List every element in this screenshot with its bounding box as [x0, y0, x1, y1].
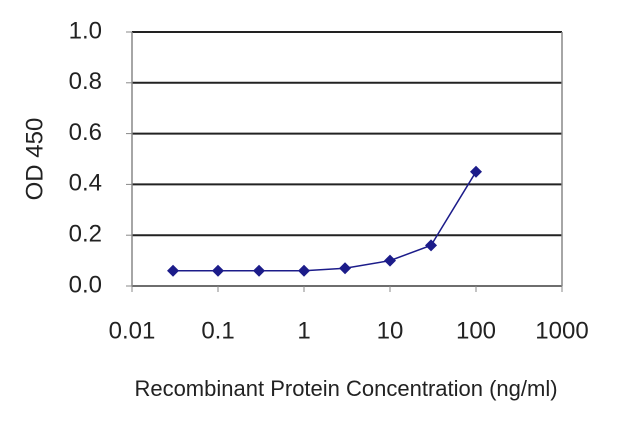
y-axis-label: OD 450	[21, 118, 48, 201]
y-tick-label: 0.0	[69, 271, 102, 298]
y-tick-label: 0.6	[69, 119, 102, 146]
x-tick-label: 0.1	[201, 317, 234, 344]
data-point	[470, 165, 482, 178]
data-point	[167, 264, 180, 277]
y-tick-label: 0.4	[69, 170, 102, 197]
y-tick-label: 0.2	[69, 221, 102, 248]
x-tick-label: 0.01	[109, 317, 156, 344]
data-point	[339, 262, 352, 275]
data-point	[212, 264, 224, 277]
data-point	[384, 254, 396, 267]
x-tick-label: 100	[456, 317, 496, 344]
x-axis-label: Recombinant Protein Concentration (ng/ml…	[134, 376, 557, 401]
data-point	[253, 264, 266, 277]
data-point	[425, 239, 438, 252]
x-tick-label: 1000	[535, 317, 588, 344]
x-tick-label: 10	[377, 317, 404, 344]
data-line	[173, 171, 477, 272]
y-tick-label: 0.8	[69, 68, 102, 95]
data-point	[298, 264, 310, 277]
y-tick-label: 1.0	[69, 17, 102, 44]
x-tick-label: 1	[297, 317, 310, 344]
